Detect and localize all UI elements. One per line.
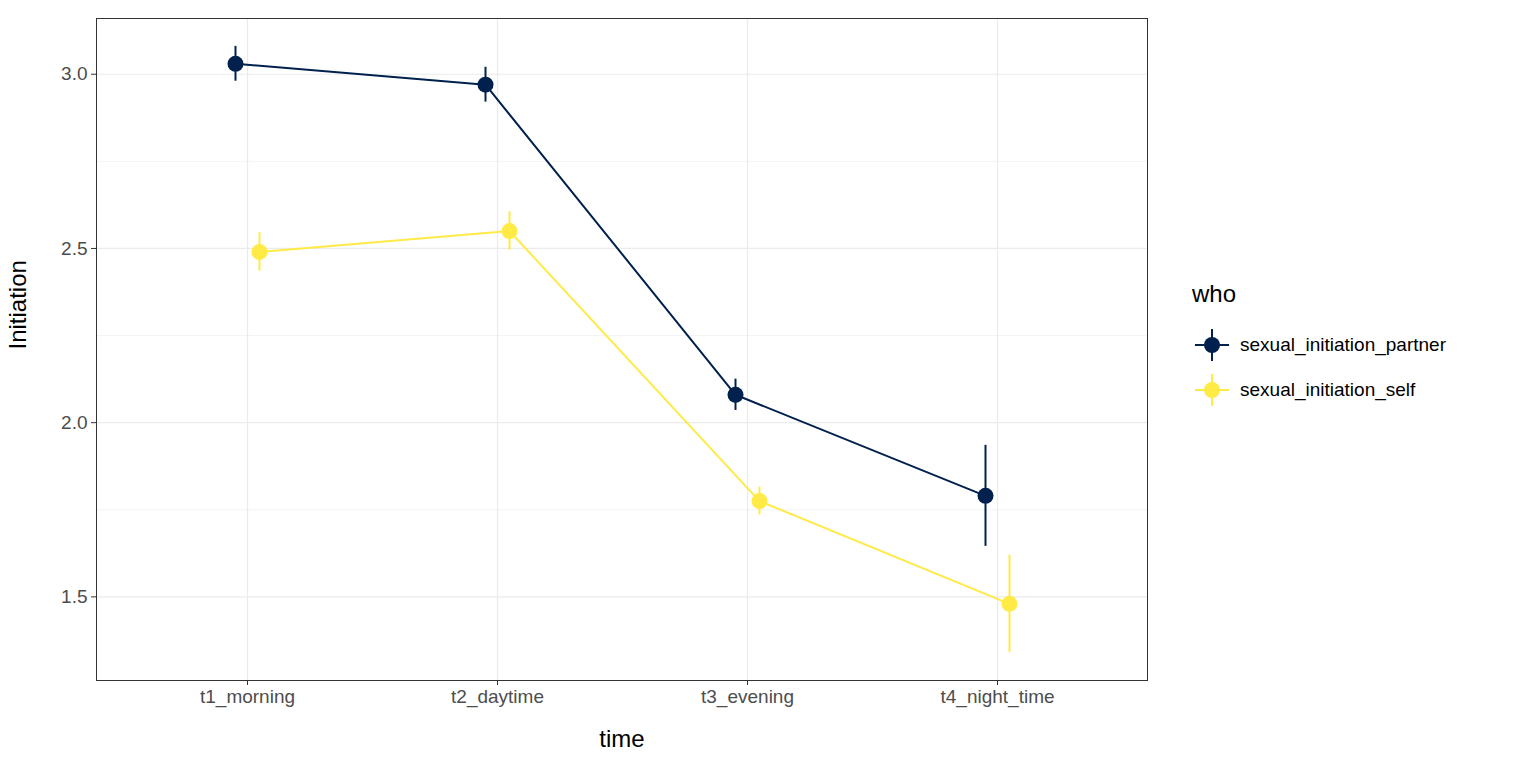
svg-text:t1_morning: t1_morning xyxy=(200,686,295,708)
svg-text:t4_night_time: t4_night_time xyxy=(940,686,1054,708)
html-text:sexual_initiation_partner: sexual_initiation_partner xyxy=(1240,333,1446,355)
html-text:who: who xyxy=(1192,280,1236,307)
svg-text:3.0: 3.0 xyxy=(61,63,87,84)
html-text:sexual_initiation_self: sexual_initiation_self xyxy=(1240,378,1416,400)
svg-text:t2_daytime: t2_daytime xyxy=(451,686,544,708)
svg-text:time: time xyxy=(599,725,644,752)
svg-text:1.5: 1.5 xyxy=(61,586,87,607)
svg-text:2.5: 2.5 xyxy=(61,238,87,259)
svg-text:2.0: 2.0 xyxy=(61,412,87,433)
svg-text:t3_evening: t3_evening xyxy=(701,686,794,708)
svg-text:Initiation: Initiation xyxy=(4,260,31,349)
